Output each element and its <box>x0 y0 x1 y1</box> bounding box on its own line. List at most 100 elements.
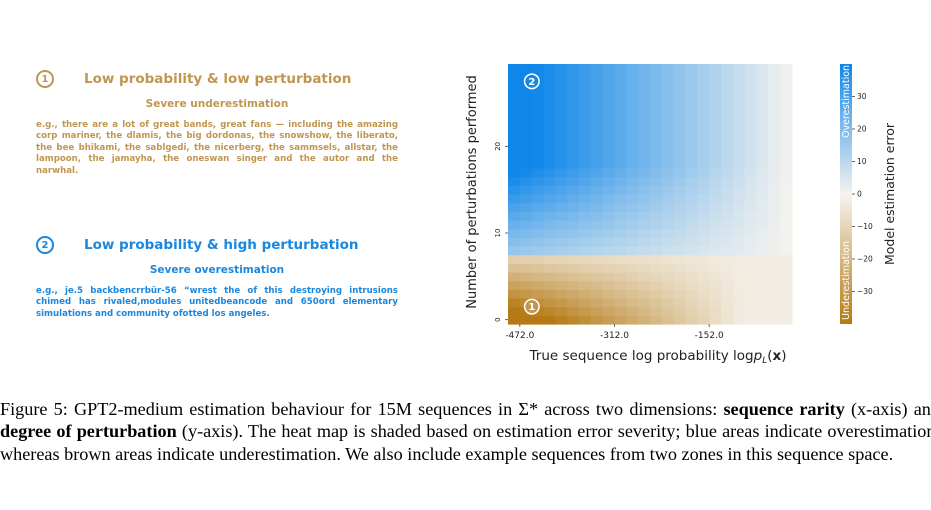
heatmap-cell <box>543 228 556 238</box>
heatmap-cell <box>709 116 722 126</box>
heatmap-cell <box>721 90 734 100</box>
heatmap-cell <box>543 194 556 204</box>
heatmap-cell <box>709 185 722 195</box>
heatmap-cell <box>756 246 769 256</box>
heatmap-cell <box>519 107 533 117</box>
heatmap-cell <box>638 246 651 256</box>
heatmap-cell <box>709 306 722 316</box>
heatmap-cell <box>602 142 616 152</box>
heatmap-cell <box>768 315 781 325</box>
heatmap-cell <box>508 289 521 299</box>
heatmap-cell <box>709 133 722 143</box>
heatmap-cell <box>732 98 746 108</box>
heatmap-cell <box>638 220 651 230</box>
heatmap-cell <box>602 72 616 82</box>
heatmap-cell <box>744 194 758 204</box>
heatmap-cell <box>709 81 722 91</box>
heatmap-cell <box>508 185 521 195</box>
heatmap-cell <box>697 254 710 264</box>
heatmap-cell <box>638 64 651 74</box>
heatmap-cell <box>567 107 580 117</box>
colorbar <box>840 64 852 324</box>
heatmap-cell <box>555 272 568 282</box>
heatmap-cell <box>543 124 556 134</box>
heatmap-cell <box>614 272 627 282</box>
heatmap-cell <box>732 90 746 100</box>
heatmap-cell <box>768 159 781 169</box>
heatmap-cell <box>744 168 758 178</box>
heatmap-cell <box>579 272 592 282</box>
heatmap-cell <box>661 202 675 212</box>
heatmap-cell <box>673 124 687 134</box>
heatmap-cell <box>780 315 793 325</box>
heatmap-cell <box>590 211 604 221</box>
heatmap-cell <box>780 81 793 91</box>
heatmap-cell <box>697 98 710 108</box>
heatmap-cell <box>614 211 627 221</box>
heatmap-cell <box>756 237 769 247</box>
heatmap-cell <box>756 220 769 230</box>
heatmap-cell <box>673 185 687 195</box>
heatmap-cell <box>661 254 675 264</box>
x-tick-label: -312.0 <box>600 331 629 341</box>
heatmap-cell <box>732 133 746 143</box>
heatmap-cell <box>543 280 556 290</box>
heatmap-cell <box>543 306 556 316</box>
heatmap-cell <box>590 254 604 264</box>
heatmap-cell <box>602 246 616 256</box>
annotation-example: e.g., there are a lot of great bands, gr… <box>36 120 398 176</box>
heatmap-cell <box>661 289 675 299</box>
heatmap-cell <box>531 280 545 290</box>
heatmap-cell <box>602 168 616 178</box>
heatmap-cell <box>614 202 627 212</box>
heatmap-cell <box>697 272 710 282</box>
heatmap-cell <box>531 185 545 195</box>
heatmap-cell <box>697 194 710 204</box>
zone-markers: 21 <box>523 73 540 315</box>
heatmap-cell <box>650 133 663 143</box>
heatmap-cell <box>744 107 758 117</box>
heatmap-cell <box>661 211 675 221</box>
heatmap-cell <box>626 315 639 325</box>
heatmap-cell <box>626 159 639 169</box>
heatmap-cell <box>685 185 698 195</box>
heatmap-cell <box>721 237 734 247</box>
heatmap-cell <box>519 64 533 74</box>
colorbar-tick-label: 20 <box>857 125 867 134</box>
heatmap-cell <box>531 150 545 160</box>
heatmap-cell <box>697 185 710 195</box>
x-tick-label: -152.0 <box>695 331 724 341</box>
heatmap-cell <box>697 306 710 316</box>
heatmap-cell <box>661 124 675 134</box>
heatmap-cell <box>626 228 639 238</box>
heatmap-cell <box>744 72 758 82</box>
heatmap-cell <box>626 185 639 195</box>
heatmap-cell <box>732 298 746 308</box>
heatmap-cell <box>756 254 769 264</box>
heatmap-cell <box>732 280 746 290</box>
heatmap-cell <box>626 254 639 264</box>
heatmap-cell <box>543 315 556 325</box>
heatmap-cell <box>555 64 568 74</box>
heatmap-cell <box>650 272 663 282</box>
heatmap-cell <box>673 263 687 273</box>
heatmap-cell <box>721 116 734 126</box>
heatmap-cell <box>579 124 592 134</box>
heatmap-cell <box>709 90 722 100</box>
heatmap-cell <box>567 90 580 100</box>
heatmap-cell <box>732 315 746 325</box>
heatmap-cell <box>579 246 592 256</box>
heatmap-cell <box>685 124 698 134</box>
heatmap-cell <box>685 98 698 108</box>
heatmap-cell <box>756 124 769 134</box>
heatmap-cell <box>685 254 698 264</box>
heatmap-cells <box>508 64 793 325</box>
heatmap-cell <box>579 72 592 82</box>
heatmap-cell <box>519 280 533 290</box>
heatmap-cell <box>614 263 627 273</box>
heatmap-cell <box>709 142 722 152</box>
colorbar-top-label: Overestimation <box>841 65 852 138</box>
heatmap-cell <box>661 237 675 247</box>
heatmap-cell <box>768 246 781 256</box>
